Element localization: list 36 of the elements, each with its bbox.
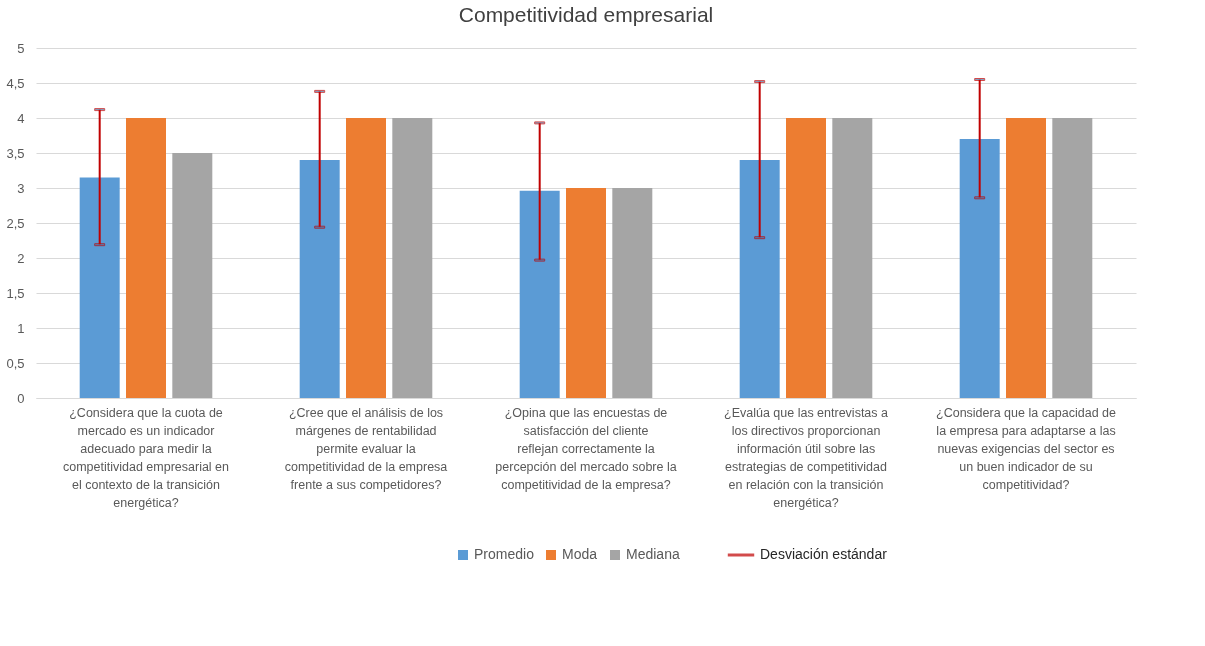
x-tick-label: ¿Opina que las encuestas de satisfacción del cliente reflejan correctamente la percepción del mercado sobre la competitividad de la empresa?	[495, 405, 677, 492]
x-tick-label: ¿Evalúa que las entrevistas a los directivos proporcionan información útil sobre las estrategias de competitividad en relación con la transición energética?	[724, 405, 889, 510]
legend-title: Desviación estándar	[760, 546, 888, 562]
x-tick-label: ¿Considera que la cuota de mercado es un indicador adecuado para medir la competitividad empresarial en el contexto de la transición energética?	[62, 405, 230, 510]
bar	[172, 153, 213, 398]
bar	[786, 118, 826, 398]
y-tick-label: 2,5	[6, 215, 25, 231]
bar	[519, 190, 560, 398]
y-tick-label: 1	[17, 320, 25, 336]
bar	[832, 118, 873, 398]
bar	[392, 118, 433, 398]
bar	[79, 177, 120, 398]
bar	[566, 188, 606, 398]
y-tick-label: 0,5	[6, 355, 25, 371]
bar	[612, 188, 653, 398]
bar	[299, 160, 340, 398]
bar	[126, 118, 166, 398]
bar	[346, 118, 386, 398]
y-tick-label: 4	[17, 110, 25, 126]
y-tick-label: 4,5	[6, 75, 25, 91]
bar	[1052, 118, 1093, 398]
legend-label: Promedio	[474, 546, 535, 562]
x-tick-label: ¿Cree que el análisis de los márgenes de rentabilidad permite evaluar la competitividad de la empresa frente a sus competidores?	[284, 405, 448, 492]
y-tick-label: 5	[17, 40, 25, 56]
bar	[1006, 118, 1046, 398]
y-tick-label: 0	[17, 390, 25, 406]
legend-label: Mediana	[626, 546, 680, 562]
y-tick-label: 3	[17, 180, 25, 196]
y-tick-label: 2	[17, 250, 25, 266]
legend-label: Moda	[562, 546, 598, 562]
y-tick-label: 3,5	[6, 145, 25, 161]
bar	[739, 160, 780, 398]
bar	[959, 139, 1000, 398]
x-tick-label: ¿Considera que la capacidad de la empresa para adaptarse a las nuevas exigencias del sector es un buen indicador de su competitividad?	[936, 405, 1117, 492]
y-tick-label: 1,5	[6, 285, 25, 301]
chart-title: Competitividad empresarial	[458, 3, 714, 26]
